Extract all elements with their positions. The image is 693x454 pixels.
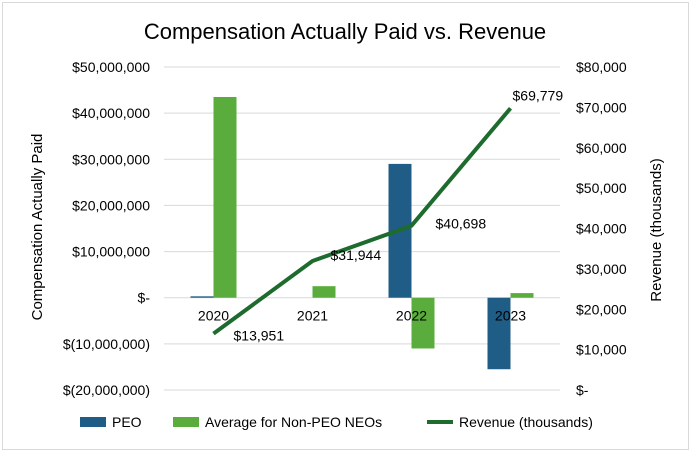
y2-tick-label: $30,000 [576,261,627,277]
bar-average-for-non-peo-neos [510,293,534,298]
y2-tick-label: $80,000 [576,59,627,75]
legend-label: Average for Non-PEO NEOs [205,414,382,430]
chart-title: Compensation Actually Paid vs. Revenue [144,19,546,44]
y-tick-label: $(20,000,000) [63,382,150,398]
y2-tick-label: $- [576,382,589,398]
legend-swatch [173,417,199,427]
legend-label: PEO [112,414,142,430]
x-tick-label: 2020 [198,308,229,324]
x-tick-label: 2021 [297,308,328,324]
bar-average-for-non-peo-neos [312,286,336,298]
bar-peo [487,297,511,370]
x-axis-ticks: 2020 2021 2022 2023 [198,308,526,324]
y2-tick-label: $60,000 [576,140,627,156]
revenue-data-label: $31,944 [331,247,382,263]
y2-axis-title: Revenue (thousands) [648,158,665,301]
y-axis-ticks: $50,000,000 $40,000,000 $30,000,000 $20,000… [63,59,151,398]
y-tick-label: $50,000,000 [72,59,150,75]
y-tick-label: $40,000,000 [72,105,150,121]
legend: PEO Average for Non-PEO NEOs Revenue (thou… [80,414,593,430]
revenue-data-label: $13,951 [234,328,285,344]
y-axis-title: Compensation Actually Paid [29,134,46,321]
y2-tick-label: $20,000 [576,301,627,317]
x-tick-label: 2023 [495,308,526,324]
bar-average-for-non-peo-neos [213,96,237,298]
y2-axis-ticks: $80,000 $70,000 $60,000 $50,000 $40,000 $30,0… [576,59,627,398]
bar-peo [190,296,214,298]
revenue-labels: $13,951 $31,944 $40,698 $69,779 [234,87,564,343]
revenue-line-path [212,106,513,336]
y-tick-label: $- [138,290,151,306]
y-tick-label: $20,000,000 [72,197,150,213]
revenue-line [212,106,513,336]
legend-swatch [80,417,106,427]
y2-tick-label: $70,000 [576,99,627,115]
legend-label: Revenue (thousands) [459,414,593,430]
chart-frame [2,2,689,450]
revenue-data-label: $69,779 [513,87,564,103]
x-tick-label: 2022 [396,308,427,324]
y2-tick-label: $40,000 [576,221,627,237]
y-tick-label: $30,000,000 [72,151,150,167]
bar-average-for-non-peo-neos [411,297,435,349]
y2-tick-label: $10,000 [576,342,627,358]
y-tick-label: $10,000,000 [72,244,150,260]
y2-tick-label: $50,000 [576,180,627,196]
y-tick-label: $(10,000,000) [63,336,150,352]
revenue-data-label: $40,698 [436,216,487,232]
